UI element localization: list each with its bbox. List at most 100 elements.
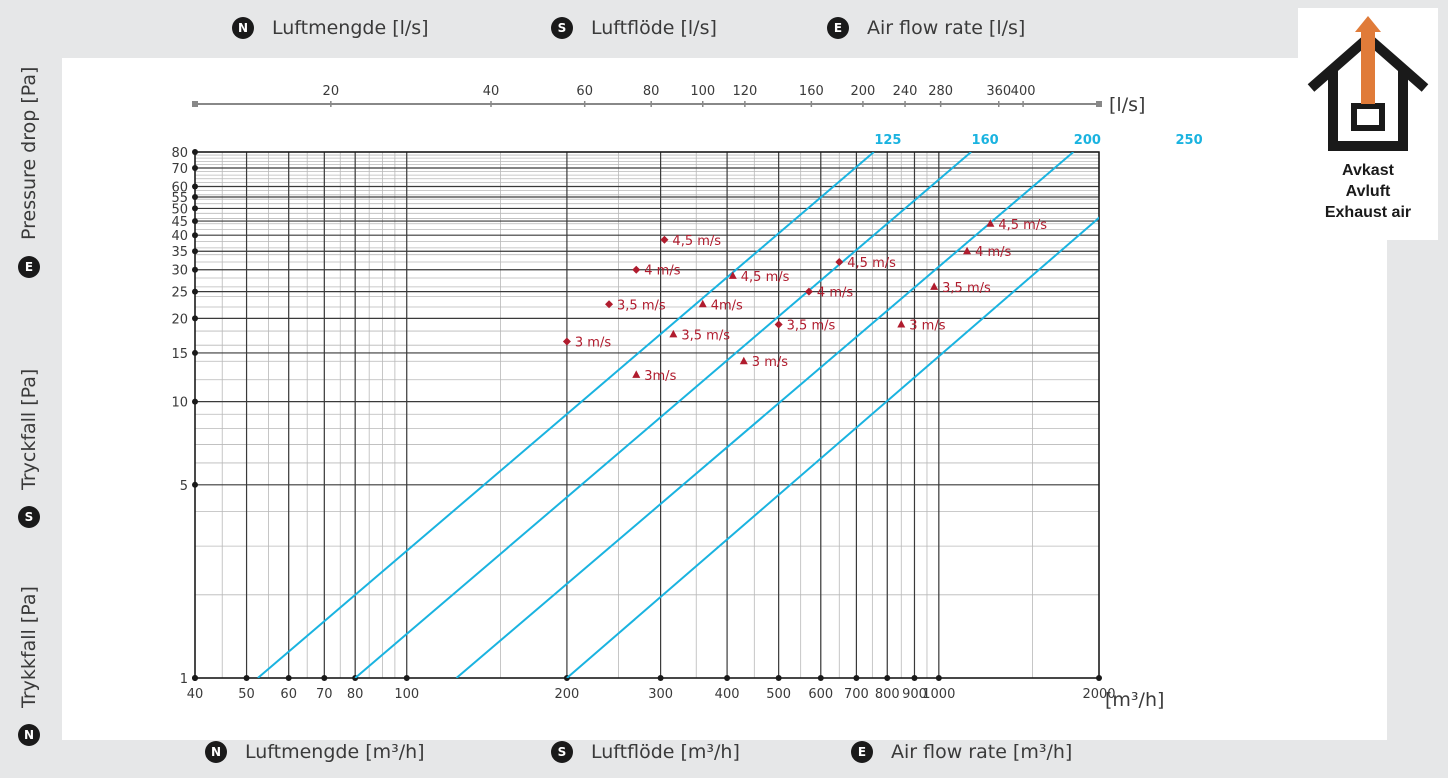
y-tick-dot: [192, 349, 198, 356]
velocity-marker-diamond: [562, 337, 571, 346]
header-top-n-label: Luftmengde [l/s]: [272, 17, 429, 39]
x-tick-label: 70: [316, 687, 333, 702]
y-tick-dot: [192, 149, 198, 155]
secondary-tick-label: 280: [928, 84, 953, 99]
header-top-n: N Luftmengde [l/s]: [232, 17, 429, 39]
velocity-marker-triangle: [930, 282, 939, 290]
secondary-tick-label: 200: [851, 84, 876, 99]
y-tick-label: 1: [180, 672, 188, 687]
velocity-marker-diamond: [835, 257, 844, 266]
badge-n: N: [205, 741, 227, 763]
velocity-marker-triangle: [963, 246, 972, 255]
series-line-250: [566, 216, 1099, 678]
velocity-marker-diamond: [804, 287, 813, 296]
x-tick-dot: [243, 675, 250, 681]
y-tick-label: 25: [171, 286, 188, 301]
velocity-marker-diamond: [632, 265, 641, 274]
x-tick-dot: [657, 675, 664, 681]
exhaust-air-card: Avkast Avluft Exhaust air: [1298, 8, 1438, 240]
y-tick-dot: [192, 183, 198, 190]
velocity-marker-triangle: [728, 271, 737, 279]
y-tick-label: 10: [171, 396, 188, 411]
velocity-marker-triangle: [739, 356, 748, 365]
x-tick-label: 40: [187, 687, 204, 702]
secondary-tick-label: 100: [690, 84, 715, 99]
x-tick-label: 900: [902, 687, 927, 702]
series-line-200: [455, 152, 1075, 678]
y-tick-dot: [192, 193, 198, 200]
x-tick-dot: [853, 675, 860, 681]
series-label-125: 125: [874, 133, 901, 148]
velocity-marker-triangle: [897, 320, 906, 328]
secondary-tick-label: 60: [576, 84, 593, 99]
header-bottom-n-label: Luftmengde [m³/h]: [245, 741, 425, 763]
series-label-200: 200: [1074, 133, 1101, 148]
x-tick-dot: [884, 675, 891, 681]
header-top-s: S Luftflöde [l/s]: [551, 17, 717, 39]
series-label-160: 160: [972, 133, 999, 148]
velocity-label: 3,5 m/s: [681, 328, 730, 343]
y-tick-label: 70: [171, 162, 188, 177]
x-tick-label: 100: [394, 687, 419, 702]
x-tick-label: 2000: [1082, 687, 1115, 702]
velocity-marker-triangle: [986, 219, 995, 227]
y-tick-label: 15: [171, 347, 188, 362]
series-line-125: [257, 152, 875, 678]
x-tick-label: 80: [347, 687, 364, 702]
x-tick-label: 50: [238, 687, 255, 702]
x-tick-dot: [911, 675, 918, 681]
badge-e: E: [827, 17, 849, 39]
x-tick-label: 400: [715, 687, 740, 702]
y-tick-dot: [192, 205, 198, 212]
velocity-label: 4,5 m/s: [741, 270, 790, 285]
exhaust-air-house-icon: [1307, 16, 1429, 151]
y-tick-label: 35: [171, 245, 188, 260]
y-tick-dot: [192, 481, 198, 488]
y-tick-dot: [192, 266, 198, 273]
header-top-s-label: Luftflöde [l/s]: [591, 17, 717, 39]
velocity-label: 3,5 m/s: [942, 281, 991, 296]
header-bottom-e: E Air flow rate [m³/h]: [851, 741, 1072, 763]
velocity-label: 4,5 m/s: [998, 218, 1047, 233]
y-tick-label: 5: [180, 479, 188, 494]
badge-e: E: [851, 741, 873, 763]
y-tick-label: 60: [171, 181, 188, 196]
header-bottom-n: N Luftmengde [m³/h]: [205, 741, 425, 763]
velocity-marker-triangle: [669, 329, 678, 338]
secondary-tick-label: 40: [483, 84, 500, 99]
x-tick-dot: [1096, 675, 1102, 681]
x-tick-dot: [817, 675, 824, 681]
y-tick-dot: [192, 248, 198, 255]
x-tick-label: 200: [554, 687, 579, 702]
header-bottom-s-label: Luftflöde [m³/h]: [591, 741, 740, 763]
x-tick-dot: [775, 675, 782, 681]
y-tick-label: 20: [171, 312, 188, 327]
badge-n: N: [232, 17, 254, 39]
series-line-160: [354, 152, 972, 678]
velocity-label: 3 m/s: [909, 319, 945, 334]
velocity-marker-triangle: [632, 370, 641, 378]
secondary-tick-label: 360: [986, 84, 1011, 99]
x-tick-label: 700: [844, 687, 869, 702]
velocity-label: 3 m/s: [752, 355, 788, 370]
velocity-marker-diamond: [660, 235, 669, 244]
x-tick-dot: [724, 675, 731, 681]
velocity-marker-diamond: [774, 320, 783, 329]
y-tick-dot: [192, 398, 198, 405]
y-tick-label: 55: [171, 191, 188, 206]
velocity-label: 4 m/s: [817, 286, 853, 301]
badge-s: S: [551, 17, 573, 39]
velocity-marker-diamond: [605, 300, 614, 309]
y-tick-label: 50: [171, 202, 188, 217]
x-tick-label: 600: [808, 687, 833, 702]
icon-line-1: Avkast: [1342, 162, 1394, 179]
secondary-axis-start: [192, 101, 198, 107]
secondary-tick-label: 400: [1011, 84, 1036, 99]
velocity-label: 4,5 m/s: [847, 256, 896, 271]
x-unit-label: [m³/h]: [1105, 689, 1164, 711]
secondary-unit-label: [l/s]: [1109, 94, 1145, 116]
x-tick-label: 800: [875, 687, 900, 702]
y-tick-dot: [192, 165, 198, 172]
velocity-marker-triangle: [698, 299, 707, 308]
